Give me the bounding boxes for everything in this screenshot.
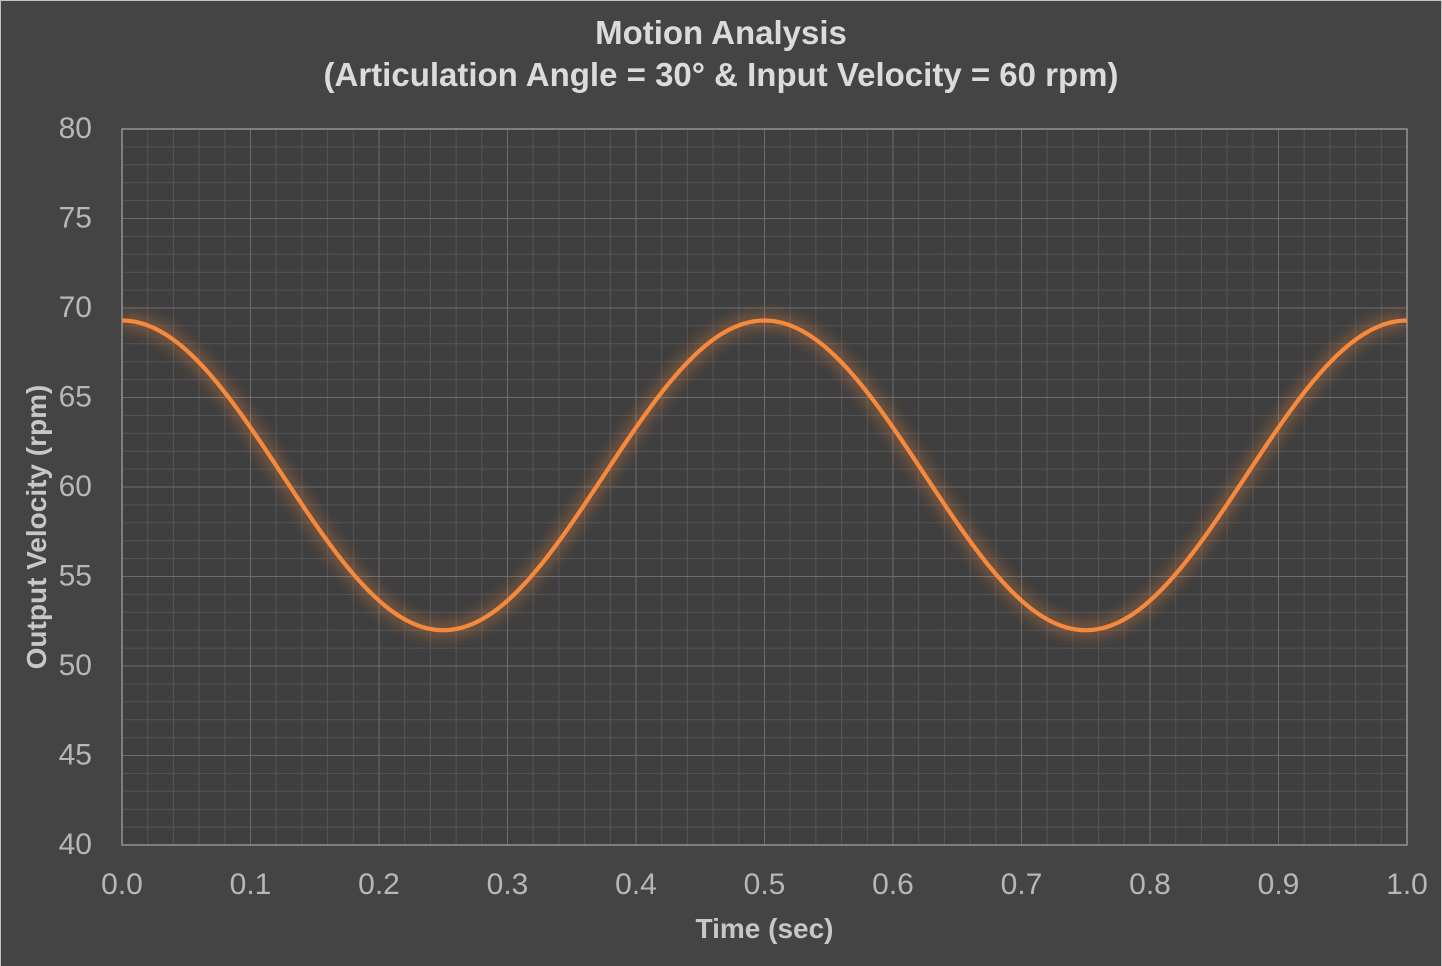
svg-text:0.4: 0.4: [615, 868, 657, 901]
svg-text:0.9: 0.9: [1258, 868, 1300, 901]
svg-text:75: 75: [59, 202, 92, 235]
svg-text:80: 80: [59, 112, 92, 145]
svg-text:Output Velocity (rpm): Output Velocity (rpm): [21, 385, 52, 670]
svg-text:0.1: 0.1: [230, 868, 272, 901]
svg-text:55: 55: [59, 560, 92, 593]
svg-text:0.3: 0.3: [487, 868, 529, 901]
svg-text:0.6: 0.6: [872, 868, 914, 901]
svg-text:40: 40: [59, 828, 92, 861]
svg-text:70: 70: [59, 291, 92, 324]
svg-text:65: 65: [59, 381, 92, 414]
svg-text:0.7: 0.7: [1001, 868, 1043, 901]
svg-text:0.8: 0.8: [1129, 868, 1171, 901]
svg-text:Time (sec): Time (sec): [696, 913, 834, 944]
svg-text:0.5: 0.5: [744, 868, 786, 901]
svg-text:60: 60: [59, 470, 92, 503]
svg-text:45: 45: [59, 739, 92, 772]
svg-text:0.0: 0.0: [101, 868, 143, 901]
svg-text:50: 50: [59, 649, 92, 682]
svg-text:0.2: 0.2: [358, 868, 400, 901]
svg-text:1.0: 1.0: [1386, 868, 1428, 901]
